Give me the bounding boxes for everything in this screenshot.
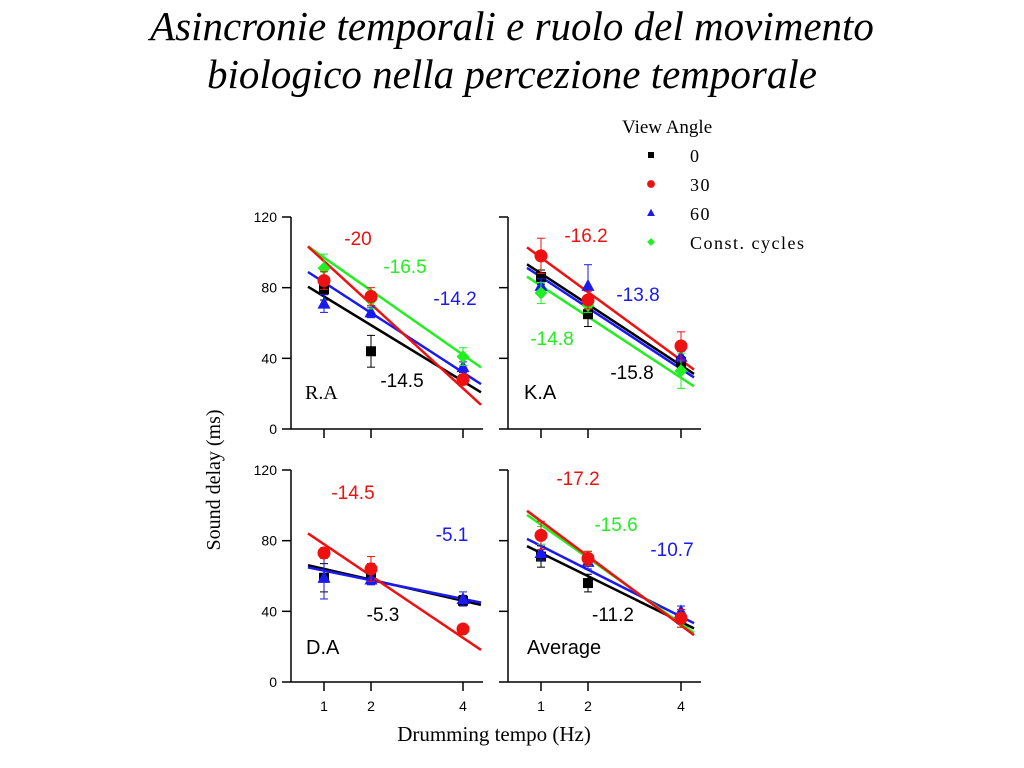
slope-label-const: -16.5 — [383, 257, 426, 278]
data-point-30 — [456, 622, 470, 636]
slope-label-60: -10.7 — [650, 540, 693, 561]
data-point-30 — [364, 562, 378, 576]
fit-line-60 — [307, 566, 482, 604]
legend-marker-const — [647, 238, 655, 246]
slope-label-60: -14.2 — [433, 289, 476, 310]
fit-line-0 — [526, 263, 695, 375]
x-tick-label: 1 — [537, 698, 545, 714]
y-tick-label: 40 — [261, 603, 277, 619]
data-point-30 — [534, 249, 548, 263]
data-point-30 — [364, 290, 378, 303]
data-point-0 — [583, 578, 593, 589]
data-point-0 — [536, 272, 546, 283]
y-tick-label: 120 — [254, 209, 278, 225]
panel-label: Average — [527, 637, 601, 659]
y-axis-label: Sound delay (ms) — [203, 409, 225, 550]
legend-label-const: Const. cycles — [690, 233, 806, 253]
data-point-30 — [674, 611, 688, 625]
panel-label: R.A — [305, 382, 338, 404]
data-point-30 — [534, 528, 548, 542]
panel-d-a: 0 40 80 120 1 2 4 -14.5 -5.1 -5.3 D.A — [254, 462, 483, 714]
legend-label-30: 30 — [690, 175, 711, 195]
data-point-60 — [534, 546, 548, 559]
fit-line-0 — [307, 285, 482, 394]
data-point-30 — [456, 373, 470, 387]
data-point-60 — [317, 570, 331, 583]
slope-label-30: -17.2 — [556, 469, 599, 490]
legend-title: View Angle — [622, 117, 712, 138]
data-point-60 — [364, 305, 378, 318]
slope-label-0: -15.8 — [610, 363, 653, 384]
data-point-60 — [456, 591, 470, 604]
panel-k-a: -16.2 -13.8 -14.8 -15.8 K.A — [499, 216, 701, 438]
slope-label-const: -14.8 — [530, 329, 573, 350]
data-point-const — [534, 286, 548, 300]
y-tick-label: 80 — [261, 533, 277, 549]
legend: View Angle 0 30 60 Const. cycles — [622, 117, 806, 253]
legend-label-60: 60 — [690, 204, 711, 224]
slope-label-0: -11.2 — [592, 605, 634, 626]
y-tick-label: 0 — [269, 421, 277, 437]
fit-line-const — [526, 275, 695, 388]
data-point-30 — [317, 274, 331, 288]
fit-line-60 — [526, 537, 695, 625]
y-tick-label: 40 — [261, 350, 277, 366]
data-point-30 — [581, 551, 595, 565]
slope-label-30: -20 — [344, 229, 371, 250]
data-point-0 — [583, 309, 593, 320]
x-axis-label: Drumming tempo (Hz) — [397, 722, 591, 746]
data-point-30 — [674, 339, 688, 353]
title-line-1: Asincronie temporali e ruolo del movimen… — [150, 3, 874, 49]
fit-line-30 — [526, 246, 695, 371]
data-point-0 — [366, 346, 376, 357]
slope-label-30: -16.2 — [564, 226, 607, 247]
data-point-60 — [317, 296, 331, 309]
panel-r-a: 0 40 80 120 -20 -16.5 -14.2 -14.5 R.A — [254, 209, 483, 438]
legend-marker-60 — [647, 208, 655, 216]
fit-line-60 — [307, 270, 482, 386]
y-tick-label: 0 — [269, 674, 277, 690]
fit-line-30 — [307, 245, 482, 406]
x-tick-label: 1 — [320, 698, 328, 714]
fit-line-60 — [526, 266, 695, 379]
slope-label-const: -15.6 — [594, 515, 637, 536]
fit-line-30 — [307, 532, 482, 651]
legend-marker-0 — [648, 152, 654, 158]
slide-title: Asincronie temporali e ruolo del movimen… — [0, 2, 1024, 98]
data-point-60 — [581, 278, 595, 291]
data-point-60 — [456, 360, 470, 373]
slope-label-60: -5.1 — [436, 525, 469, 546]
panel-label: K.A — [524, 382, 557, 404]
slope-label-60: -13.8 — [616, 285, 659, 306]
fit-line-30 — [526, 509, 695, 637]
slope-label-0: -5.3 — [367, 605, 400, 626]
legend-label-0: 0 — [690, 146, 701, 166]
legend-marker-30 — [647, 180, 655, 188]
data-point-const — [456, 350, 470, 364]
panels-layer: 04080120-20-16.5-14.2-14.5R.A-16.2-13.8-… — [254, 209, 701, 714]
title-line-2: biologico nella percezione temporale — [207, 51, 817, 97]
y-tick-label: 120 — [254, 462, 278, 478]
data-point-30 — [581, 293, 595, 307]
y-tick-label: 80 — [261, 280, 277, 296]
data-point-30 — [317, 546, 331, 560]
panel-label: D.A — [306, 637, 340, 659]
panel-average: 1 2 4 -17.2 -15.6 -10.7 -11.2 Average — [499, 469, 701, 714]
data-point-const — [674, 364, 688, 378]
x-tick-label: 2 — [367, 698, 375, 714]
fit-line-const — [307, 245, 482, 369]
x-tick-label: 4 — [677, 698, 685, 714]
slope-label-0: -14.5 — [380, 371, 423, 392]
x-tick-label: 2 — [584, 698, 592, 714]
slope-label-30: -14.5 — [331, 483, 374, 504]
x-tick-label: 4 — [459, 698, 467, 714]
